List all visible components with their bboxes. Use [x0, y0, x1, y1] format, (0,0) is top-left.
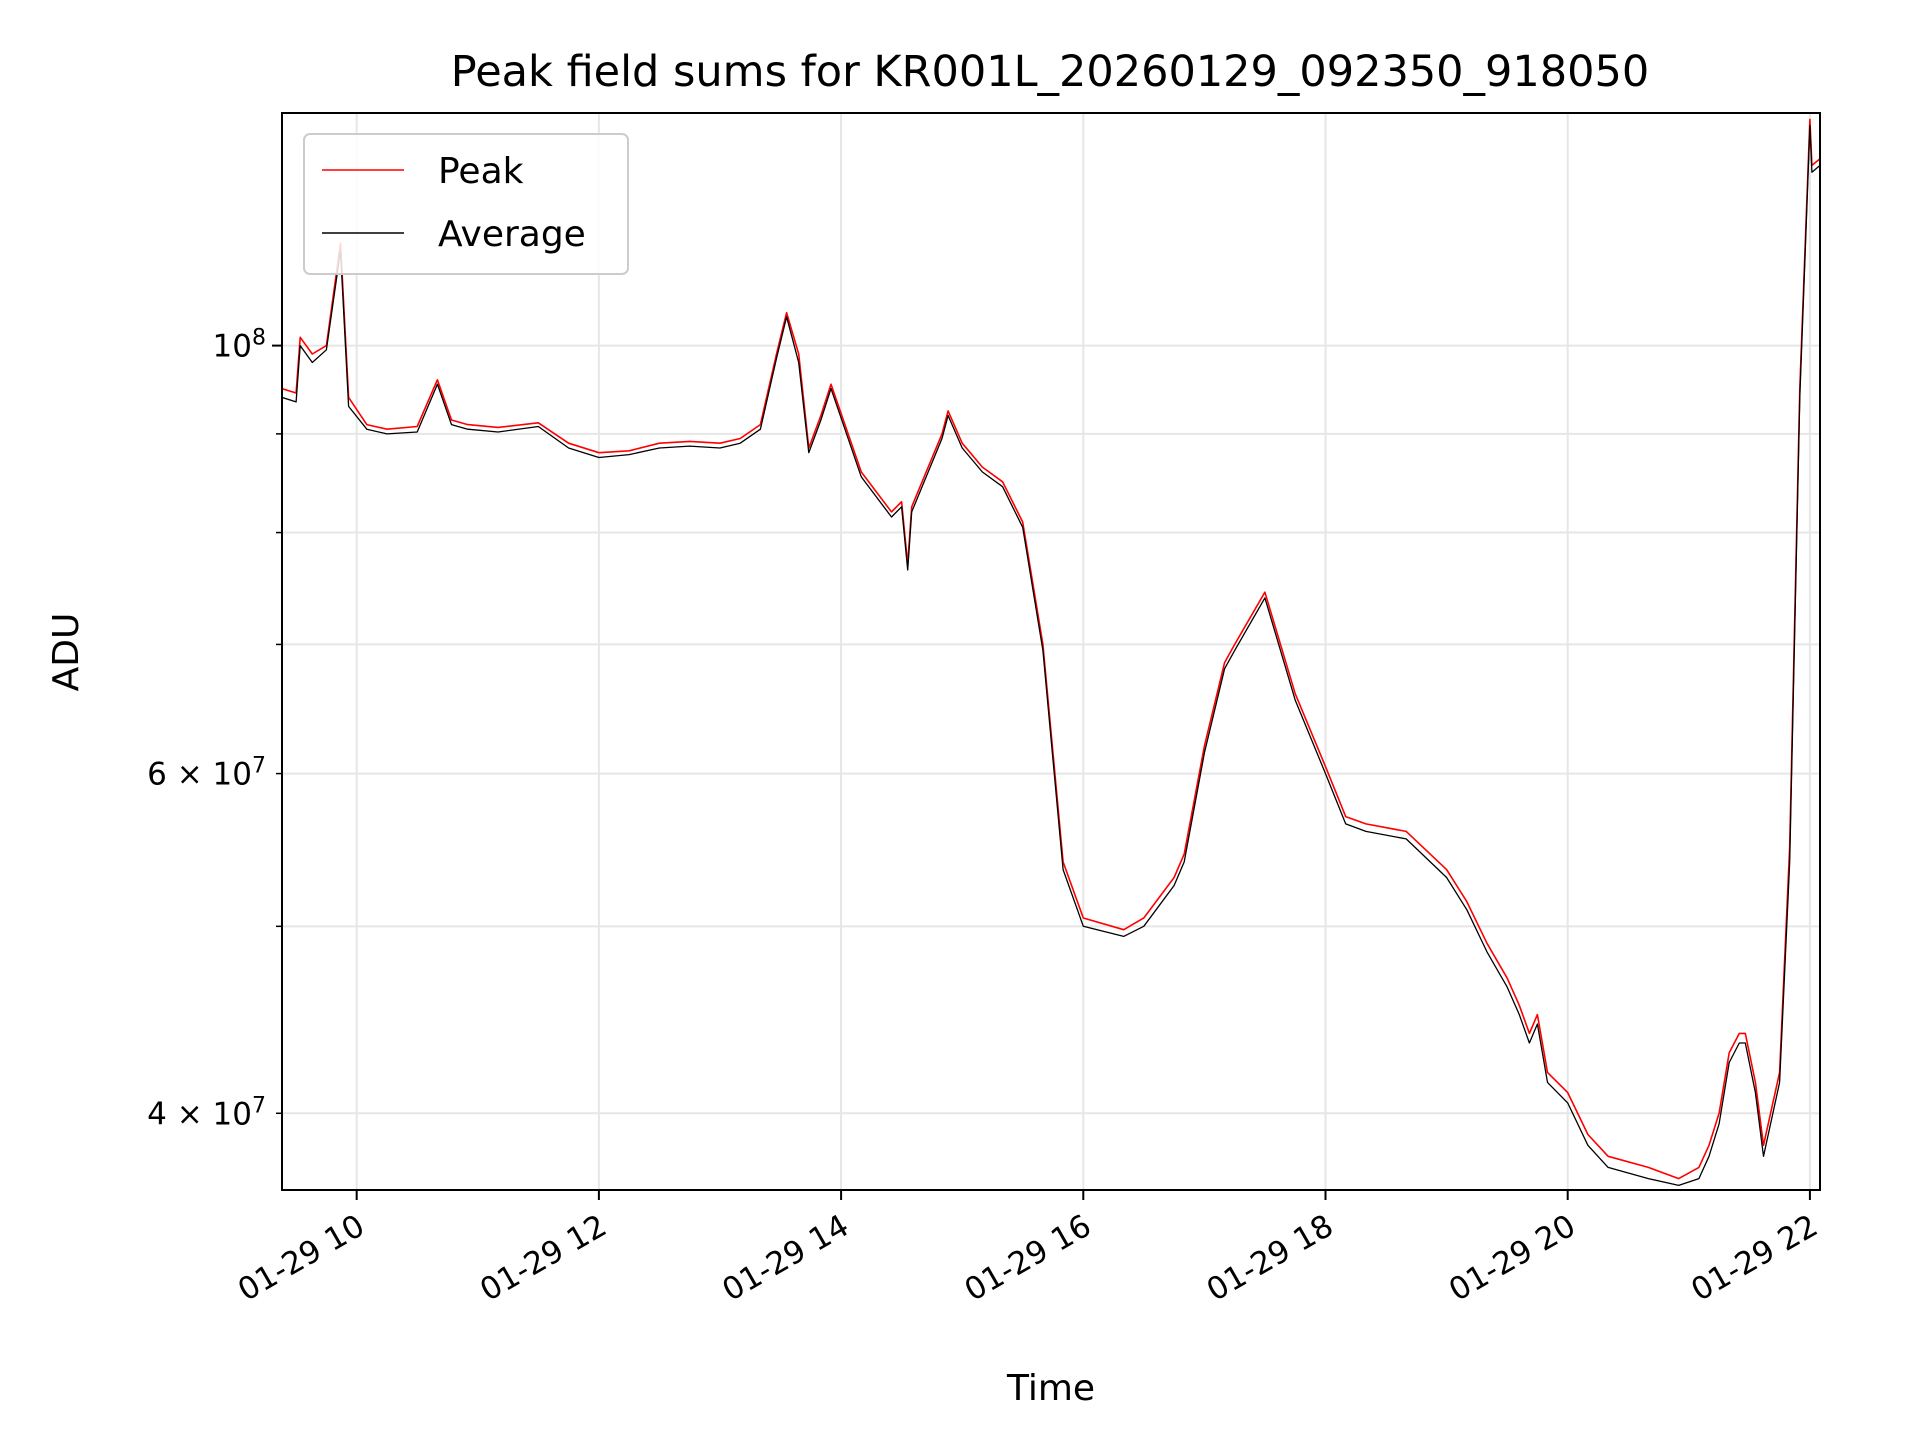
legend: Peak Average	[303, 133, 629, 275]
y-axis: 108 6 × 107 4 × 107	[147, 325, 282, 1132]
y-axis-label: ADU	[46, 613, 87, 692]
series-line-peak	[282, 118, 1820, 1180]
legend-peak-label: Peak	[438, 151, 524, 192]
y-tick-label: 4 × 107	[147, 1093, 266, 1133]
x-axis-label: Time	[1006, 1368, 1095, 1409]
chart-title: Peak field sums for KR001L_20260129_0923…	[451, 47, 1649, 97]
legend-average-label: Average	[438, 214, 586, 255]
y-tick-label: 108	[213, 325, 266, 365]
plot-frame	[281, 112, 1821, 1191]
series-layer	[282, 118, 1820, 1187]
legend-box	[303, 133, 629, 275]
grid	[282, 113, 1820, 1190]
y-tick-label: 6 × 107	[147, 753, 266, 793]
series-line-average	[282, 125, 1820, 1187]
